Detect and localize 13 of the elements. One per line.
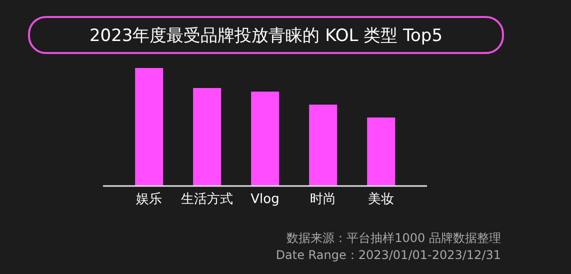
bar <box>193 88 222 186</box>
bar <box>135 68 164 186</box>
bar <box>251 92 280 186</box>
source-note: 数据来源：平台抽样1000 品牌数据整理 <box>286 230 501 247</box>
x-tick-label: 时尚 <box>310 192 336 208</box>
x-tick-label: 美妆 <box>368 191 394 208</box>
x-tick-label: 娱乐 <box>136 192 162 208</box>
x-tick-label: Vlog <box>250 192 280 208</box>
chart-title: 2023年度最受品牌投放青睐的 KOL 类型 Top5 <box>28 16 504 54</box>
bar <box>309 104 338 186</box>
bar <box>367 118 396 186</box>
text: Date Range：2023/01/01-2023/12/31 <box>276 247 501 264</box>
x-tick-label: 生活方式 <box>181 191 233 208</box>
